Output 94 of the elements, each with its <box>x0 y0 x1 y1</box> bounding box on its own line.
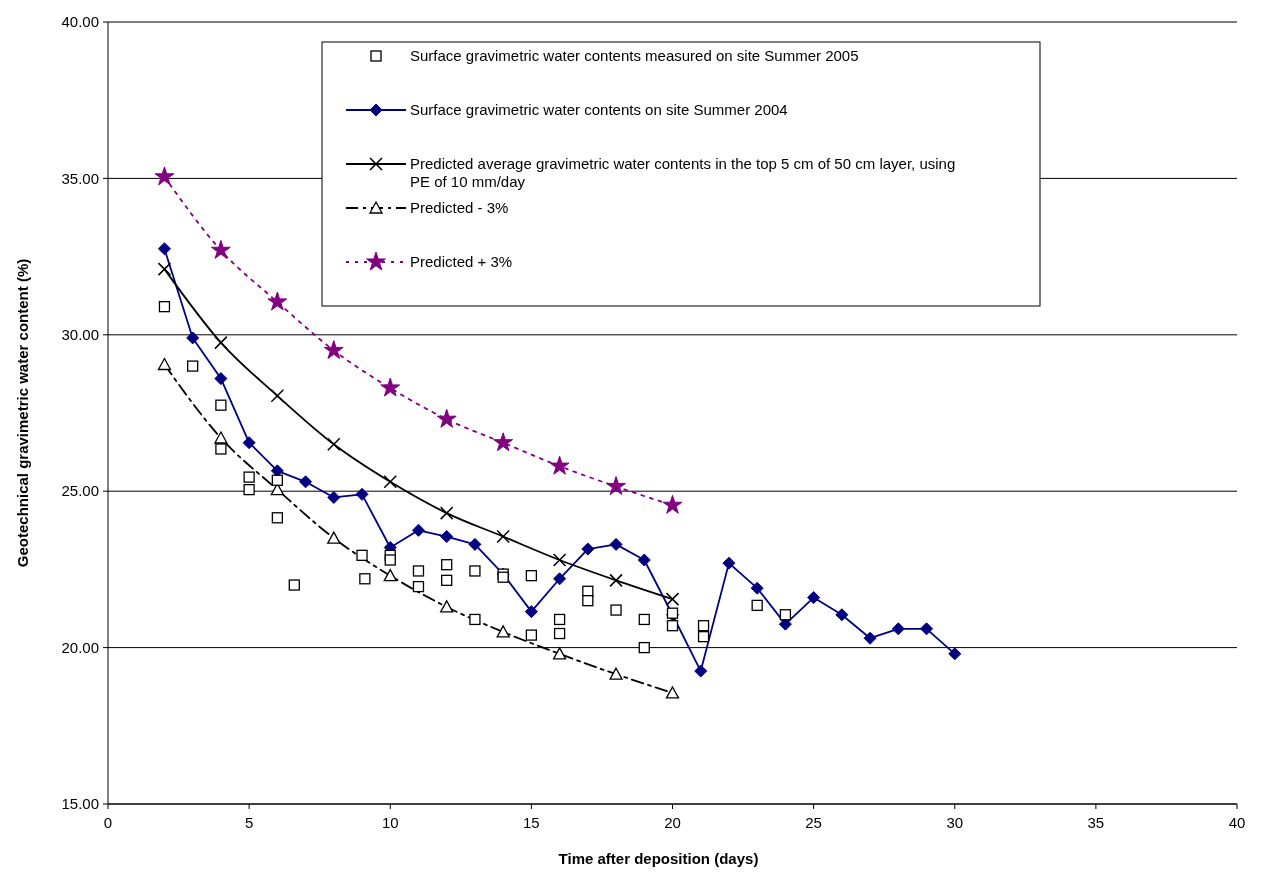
point <box>581 542 595 556</box>
point <box>327 531 341 544</box>
point <box>553 572 567 586</box>
point <box>440 600 454 613</box>
point <box>662 494 683 514</box>
point <box>412 580 425 593</box>
y-tick-label: 30.00 <box>61 326 99 344</box>
point <box>665 686 680 699</box>
point <box>552 647 567 660</box>
point <box>323 340 344 359</box>
y-tick-label: 40.00 <box>61 13 99 31</box>
point <box>214 372 228 386</box>
point <box>355 487 369 501</box>
point <box>920 622 934 636</box>
point <box>552 553 567 567</box>
x-tick-label: 25 <box>805 814 822 831</box>
point <box>524 605 538 619</box>
point <box>214 335 228 350</box>
point <box>327 490 341 504</box>
x-tick-label: 0 <box>103 814 113 831</box>
point <box>637 553 651 567</box>
point <box>469 613 481 626</box>
point <box>214 431 228 444</box>
x-tick-label: 10 <box>381 814 399 831</box>
y-tick-label: 25.00 <box>61 482 99 500</box>
point <box>891 622 905 636</box>
point <box>606 476 626 496</box>
x-tick-label: 35 <box>1087 814 1105 831</box>
y-axis-title: Geotechnical gravimetric water content (%) <box>14 258 31 568</box>
point <box>665 592 680 606</box>
point <box>525 629 538 641</box>
point <box>493 432 514 452</box>
point <box>158 301 171 313</box>
point <box>496 625 510 638</box>
legend-label: Predicted + 3% <box>410 253 513 271</box>
point <box>270 389 285 403</box>
point <box>383 569 397 582</box>
point <box>157 357 172 371</box>
legend-label: Surface gravimetric water contents measured on site Summer 2005 <box>410 47 859 65</box>
point <box>186 331 200 345</box>
point <box>243 483 255 496</box>
point <box>750 581 764 595</box>
point <box>948 647 962 661</box>
point <box>468 537 482 551</box>
legend-label: Surface gravimetric water contents on site Summer 2004 <box>410 101 788 119</box>
point <box>267 291 288 311</box>
point <box>210 239 231 259</box>
x-axis-title: Time after deposition (days) <box>558 850 759 867</box>
point <box>609 537 623 551</box>
point <box>638 613 650 626</box>
y-tick-label: 20.00 <box>61 638 99 656</box>
legend-label: Predicted - 3% <box>410 199 509 217</box>
point <box>697 620 710 632</box>
point <box>779 609 792 621</box>
point <box>609 573 623 588</box>
point <box>270 464 284 478</box>
point <box>666 620 679 632</box>
point <box>496 529 510 544</box>
point <box>380 377 401 397</box>
point <box>549 455 570 475</box>
point <box>722 556 736 570</box>
point <box>327 437 341 452</box>
point <box>299 475 313 489</box>
point <box>525 570 538 582</box>
legend-label: Predicted average gravimetric water contents in the top 5 cm of 50 cm layer, using PE of 10 mm/day <box>410 155 956 191</box>
point <box>356 549 368 561</box>
x-tick-label: 40 <box>1228 814 1246 831</box>
point <box>807 591 821 605</box>
point <box>778 617 792 631</box>
point <box>863 631 877 645</box>
x-tick-label: 5 <box>244 814 254 831</box>
y-tick-label: 15.00 <box>61 795 99 813</box>
point <box>383 475 397 489</box>
point <box>439 506 454 520</box>
point <box>242 436 256 450</box>
point <box>553 613 566 626</box>
point <box>412 565 425 577</box>
point <box>440 530 454 544</box>
point <box>553 627 566 640</box>
point <box>384 554 396 566</box>
point <box>154 166 175 186</box>
x-tick-label: 30 <box>946 814 964 831</box>
point <box>411 523 425 537</box>
point <box>157 262 172 276</box>
point <box>157 242 171 256</box>
point <box>638 641 650 654</box>
point <box>694 664 708 678</box>
x-tick-label: 15 <box>523 814 540 831</box>
point <box>697 631 710 643</box>
point <box>436 408 457 428</box>
point <box>609 667 623 680</box>
point <box>835 608 849 622</box>
x-tick-label: 20 <box>664 814 681 831</box>
y-tick-label: 35.00 <box>61 169 99 187</box>
